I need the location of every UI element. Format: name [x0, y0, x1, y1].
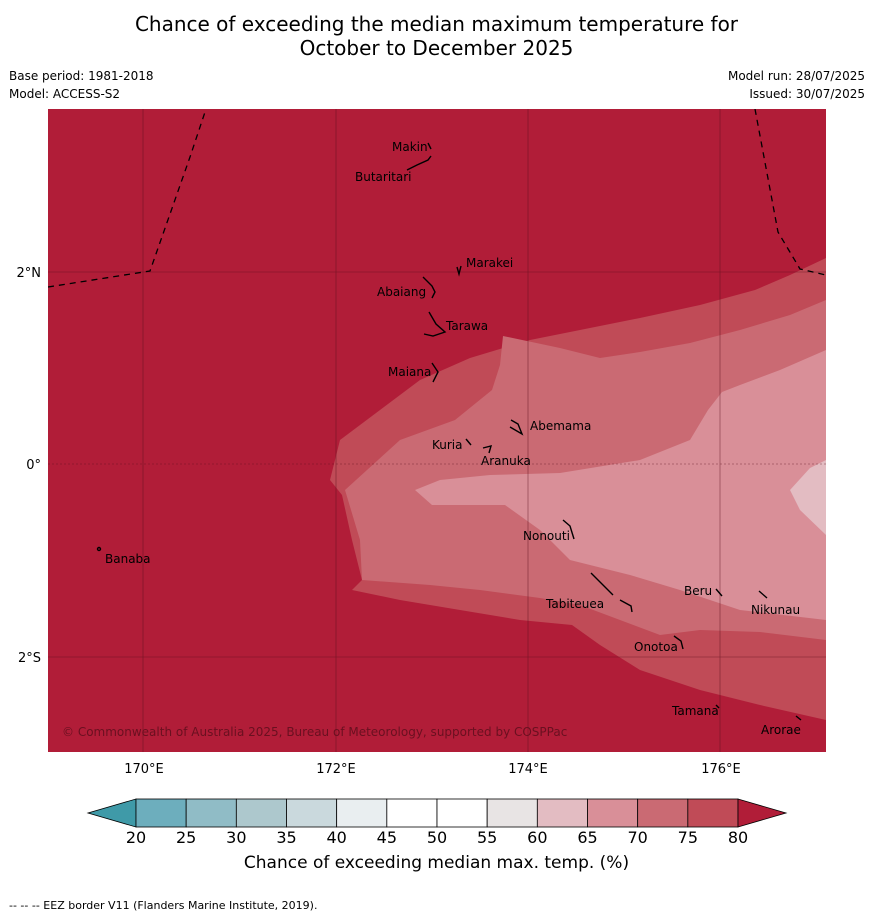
island-marakei-shape — [456, 265, 462, 277]
colorbar-segment — [336, 798, 388, 828]
island-banaba-shape — [96, 546, 102, 552]
island-label-nonouti: Nonouti — [523, 529, 570, 543]
colorbar-segment — [286, 798, 338, 828]
island-label-butaritari: Butaritari — [355, 170, 412, 184]
island-label-aranuka: Aranuka — [481, 454, 531, 468]
colorbar-tick-label: 65 — [577, 828, 597, 847]
band-60-65 — [415, 350, 826, 620]
colorbar: 20 25 30 35 40 45 50 55 60 65 70 75 80 — [86, 798, 788, 847]
issued-date: Issued: 30/07/2025 — [749, 87, 865, 101]
colorbar-extend-low — [86, 798, 137, 828]
colorbar-segment — [587, 798, 639, 828]
island-makin-shape — [427, 142, 432, 150]
island-label-tabiteuea: Tabiteuea — [545, 597, 604, 611]
model-run: Model run: 28/07/2025 — [727, 69, 865, 83]
island-outlines — [96, 142, 802, 721]
colorbar-extend-high — [737, 798, 788, 828]
colorbar-tick-label: 45 — [377, 828, 397, 847]
island-label-tamana: Tamana — [671, 704, 719, 718]
island-abaiang-shape — [422, 276, 436, 299]
map-plot-area: Makin Butaritari Marakei Abaiang Tarawa … — [48, 109, 826, 752]
map-title: Chance of exceeding the median maximum t… — [0, 12, 873, 60]
island-onotoa-shape — [673, 635, 684, 650]
island-label-maiana: Maiana — [388, 365, 431, 379]
eez-footnote: -- -- -- EEZ border V11 (Flanders Marine… — [9, 899, 318, 912]
lat-label-2N: 2°N — [17, 266, 42, 281]
colorbar-tick-label: 50 — [427, 828, 447, 847]
colorbar-tick-label: 40 — [326, 828, 346, 847]
colorbar-segment — [235, 798, 287, 828]
island-label-marakei: Marakei — [466, 256, 513, 270]
colorbar-tick-label: 20 — [126, 828, 146, 847]
island-aranuka-shape — [482, 445, 493, 454]
colorbar-tick-label: 80 — [728, 828, 748, 847]
island-tarawa-shape — [423, 311, 447, 337]
colorbar-tick-label: 35 — [276, 828, 296, 847]
eez-border-east — [754, 109, 826, 276]
lat-label-2S: 2°S — [18, 651, 41, 666]
island-label-makin: Makin — [392, 140, 428, 154]
colorbar-segment — [135, 798, 187, 828]
island-label-abemama: Abemama — [530, 419, 591, 433]
meta-right: Model run: 28/07/2025 Issued: 30/07/2025 — [728, 67, 865, 103]
eez-borders — [48, 109, 826, 288]
title-line-1: Chance of exceeding the median maximum t… — [134, 12, 739, 36]
island-label-arorae: Arorae — [761, 723, 801, 737]
lon-label-172E: 172°E — [316, 762, 356, 777]
island-label-nikunau: Nikunau — [751, 603, 800, 617]
island-nikunau-shape — [758, 590, 768, 599]
colorbar-segment — [637, 798, 689, 828]
colorbar-tick-label: 55 — [477, 828, 497, 847]
island-label-tarawa: Tarawa — [445, 319, 488, 333]
model-name: Model: ACCESS-S2 — [9, 87, 121, 101]
island-tamana-shape — [715, 704, 720, 709]
colorbar-tick-label: 75 — [678, 828, 698, 847]
island-labels: Makin Butaritari Marakei Abaiang Tarawa … — [105, 140, 801, 737]
island-label-beru: Beru — [684, 584, 712, 598]
lat-label-equator: 0° — [26, 458, 41, 473]
island-label-abaiang: Abaiang — [377, 285, 426, 299]
colorbar-segment — [536, 798, 588, 828]
island-nonouti-shape — [562, 519, 575, 540]
lon-label-174E: 174°E — [508, 762, 548, 777]
island-tabiteuea-shape — [590, 572, 633, 613]
colorbar-segment — [486, 798, 538, 828]
axis-labels: 170°E 172°E 174°E 176°E 2°N 0° 2°S — [17, 266, 741, 777]
band-55-60 — [790, 460, 826, 535]
island-label-kuria: Kuria — [432, 438, 463, 452]
colorbar-segment — [687, 798, 739, 828]
title-line-2: October to December 2025 — [299, 36, 574, 60]
island-beru-shape — [715, 588, 723, 597]
island-maiana-shape — [431, 362, 439, 383]
colorbar-tick-label: 30 — [226, 828, 246, 847]
graticule — [48, 109, 826, 752]
meta-left: Base period: 1981-2018 Model: ACCESS-S2 — [9, 67, 154, 103]
base-period: Base period: 1981-2018 — [9, 69, 154, 83]
island-label-onotoa: Onotoa — [634, 640, 678, 654]
colorbar-segment — [436, 798, 488, 828]
colorbar-tick-label: 25 — [176, 828, 196, 847]
lon-label-170E: 170°E — [124, 762, 164, 777]
island-butaritari-shape — [406, 155, 432, 171]
lon-label-176E: 176°E — [701, 762, 741, 777]
colorbar-segment — [185, 798, 237, 828]
island-arorae-shape — [795, 715, 802, 721]
island-abemama-shape — [509, 419, 524, 436]
colorbar-label: Chance of exceeding median max. temp. (%… — [243, 853, 630, 873]
island-label-banaba: Banaba — [105, 552, 151, 566]
colorbar-tick-label: 70 — [627, 828, 647, 847]
colorbar-segment — [386, 798, 438, 828]
copyright-notice: © Commonwealth of Australia 2025, Bureau… — [62, 725, 567, 739]
island-kuria-shape — [465, 438, 472, 446]
colorbar-tick-label: 60 — [527, 828, 547, 847]
